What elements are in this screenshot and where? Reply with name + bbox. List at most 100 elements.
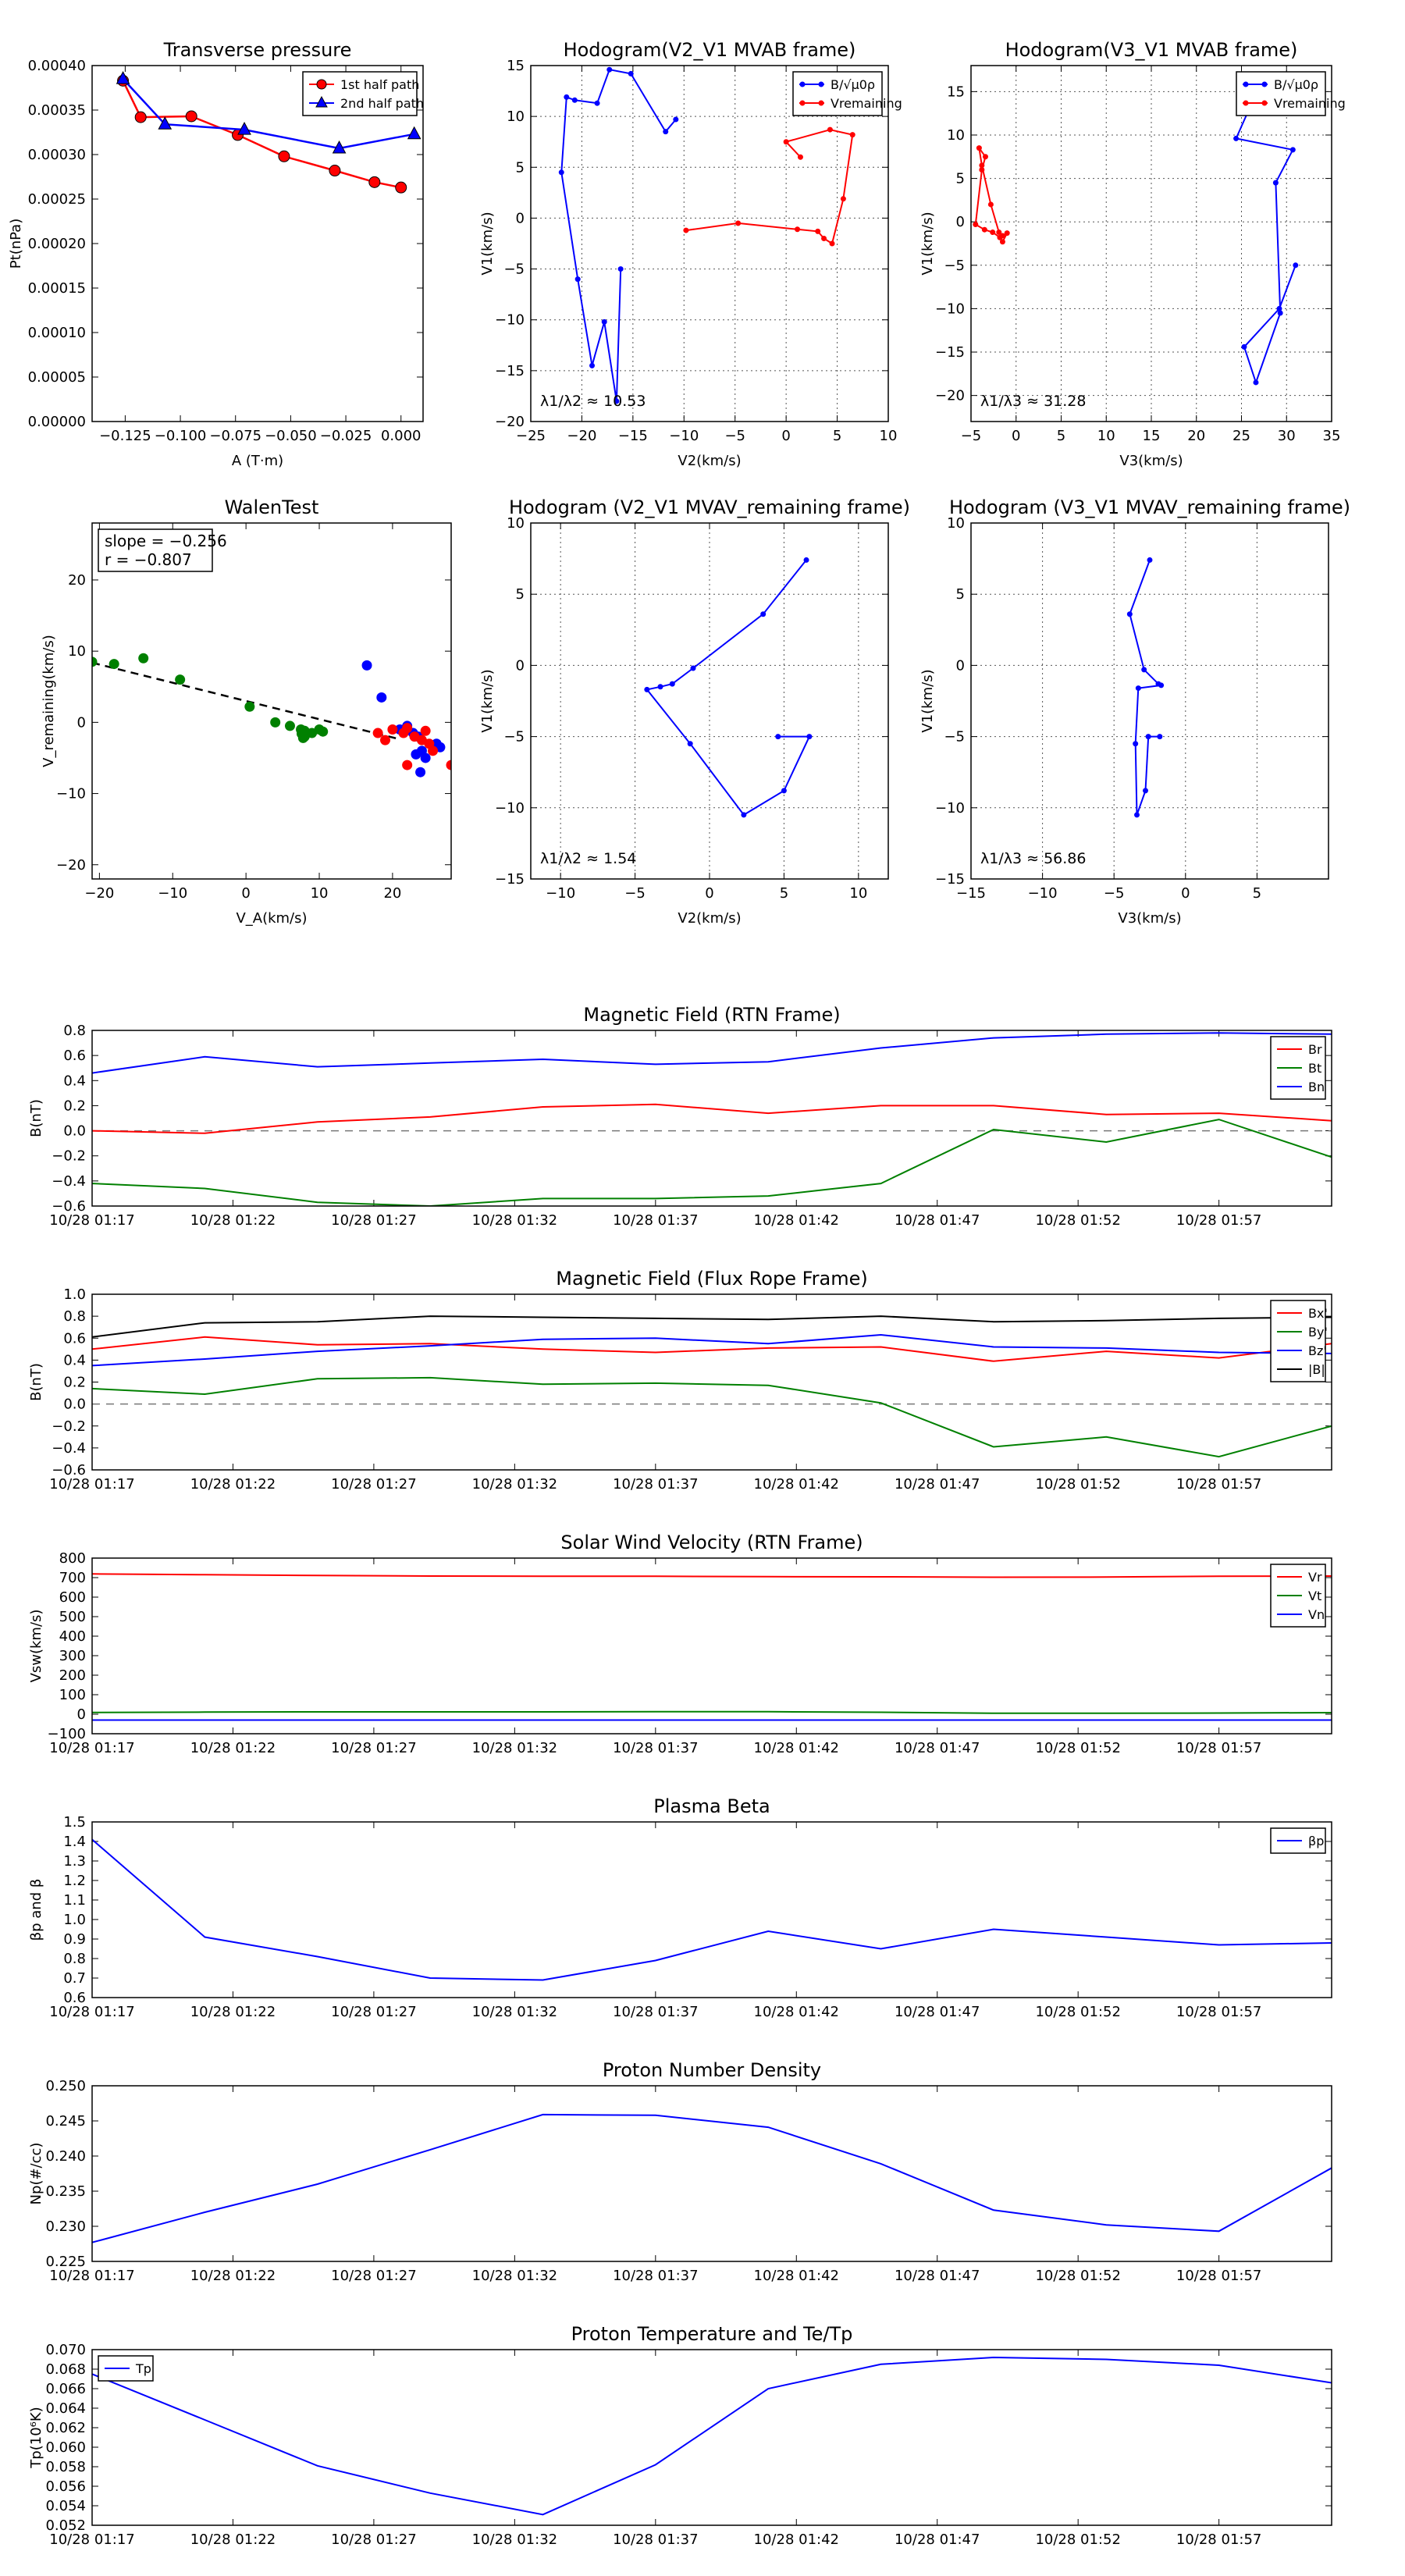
y-tick-label: −10 <box>495 800 525 817</box>
data-point <box>1147 557 1153 563</box>
data-point <box>407 126 422 140</box>
data-point <box>589 362 596 368</box>
data-point <box>840 196 846 202</box>
data-point <box>775 734 781 740</box>
x-tick-label: 10/28 01:42 <box>754 2004 839 2020</box>
y-tick-label: 0.064 <box>45 2400 86 2417</box>
scatter-point <box>318 726 329 737</box>
x-tick-label: 10/28 01:27 <box>331 2004 416 2020</box>
data-point <box>1277 310 1283 316</box>
y-tick-label: 800 <box>59 1550 86 1567</box>
x-tick-label: 10/28 01:27 <box>331 1740 416 1756</box>
x-axis-label: A (T·m) <box>232 453 283 469</box>
y-tick-label: 0.066 <box>45 2381 86 2397</box>
axes-frame <box>91 1293 1332 1471</box>
x-tick-label: 10/28 01:42 <box>754 1740 839 1756</box>
scatter-point <box>284 720 295 731</box>
y-tick-label: 0.4 <box>63 1073 86 1089</box>
data-point <box>673 116 679 123</box>
y-tick-label: 0.00020 <box>28 236 86 252</box>
x-tick-label: 10 <box>1097 428 1115 444</box>
y-tick-label: −15 <box>935 871 965 888</box>
legend-label: Bn <box>1308 1080 1325 1094</box>
y-tick-label: 0.00040 <box>28 58 86 74</box>
x-tick-label: −10 <box>669 428 699 444</box>
y-tick-label: 0.052 <box>45 2517 86 2534</box>
data-point <box>795 226 801 233</box>
data-point <box>815 228 821 234</box>
y-tick-label: 1.4 <box>63 1834 86 1850</box>
data-point <box>628 70 634 76</box>
data-point <box>781 788 787 794</box>
chart-hodo3: Hodogram (V2_V1 MVAV_remaining frame) V2(… <box>479 496 910 927</box>
legend-marker <box>818 81 824 87</box>
scatter-point <box>376 692 387 703</box>
y-tick-label: 1.2 <box>63 1873 86 1889</box>
x-tick-label: 10/28 01:47 <box>895 1740 980 1756</box>
ratio-annotation: λ1/λ3 ≈ 56.86 <box>980 850 1086 867</box>
scatter-point <box>387 724 398 735</box>
y-tick-label: −0.4 <box>52 1173 86 1190</box>
legend-label: Vn <box>1308 1607 1325 1622</box>
y-tick-label: 0 <box>956 657 965 674</box>
data-point <box>829 240 835 247</box>
x-tick-label: 10/28 01:17 <box>49 1740 134 1756</box>
data-point <box>683 227 689 233</box>
series-line-0 <box>92 1573 1332 1578</box>
scatter-point <box>402 760 413 770</box>
y-tick-label: −100 <box>48 1726 86 1742</box>
y-tick-label: 0.062 <box>45 2420 86 2436</box>
y-tick-label: 5 <box>516 586 525 603</box>
y-tick-label: 0.00015 <box>28 280 86 297</box>
scatter-point <box>446 760 451 770</box>
chart-np: Proton Number Density Np(#/cc) 10/28 01:17… <box>28 2059 1332 2284</box>
chart-hodo2: Hodogram(V3_V1 MVAB frame) V3(km/s) V1(km/… <box>919 39 1346 469</box>
ratio-annotation: λ1/λ2 ≈ 1.54 <box>540 850 636 867</box>
series-line-1 <box>92 1376 1332 1458</box>
plot-area <box>92 1573 1332 1721</box>
x-tick-label: 10/28 01:42 <box>754 1212 839 1229</box>
plot-area <box>92 2113 1332 2243</box>
x-tick-label: 5 <box>780 885 788 902</box>
scatter-point <box>420 725 431 736</box>
x-tick-label: −10 <box>546 885 575 902</box>
y-tick-label: 0.225 <box>45 2254 86 2270</box>
plot-area <box>92 653 451 777</box>
x-tick-label: −5 <box>1104 885 1125 902</box>
y-tick-label: −10 <box>495 312 525 329</box>
y-axis-label: Pt(nPa) <box>8 219 24 269</box>
legend-label: Br <box>1308 1042 1322 1057</box>
data-point <box>1126 611 1133 617</box>
y-tick-label: 200 <box>59 1667 86 1684</box>
x-tick-label: 10/28 01:47 <box>895 1476 980 1493</box>
legend-marker <box>818 100 824 106</box>
x-tick-label: 10/28 01:37 <box>613 1740 698 1756</box>
x-tick-label: 10/28 01:17 <box>49 2004 134 2020</box>
plot-area <box>92 2356 1332 2516</box>
y-tick-label: 0.00000 <box>28 414 86 430</box>
data-point <box>760 611 767 617</box>
data-point <box>797 154 803 160</box>
axes-frame <box>91 1821 1332 1998</box>
legend-marker <box>315 95 328 108</box>
y-tick-label: 1.3 <box>63 1853 86 1870</box>
scatter-point <box>372 728 383 738</box>
data-point <box>806 734 813 740</box>
y-tick-label: 600 <box>59 1589 86 1606</box>
series-line-0 <box>92 1838 1332 1981</box>
axes-frame <box>91 2349 1332 2526</box>
x-tick-label: 10/28 01:22 <box>190 2268 276 2284</box>
data-point <box>644 686 650 692</box>
x-tick-label: −15 <box>618 428 648 444</box>
y-tick-label: 0.058 <box>45 2459 86 2475</box>
series-line-0 <box>92 2113 1332 2243</box>
y-axis-label: V1(km/s) <box>919 212 936 275</box>
x-tick-label: 20 <box>383 885 401 902</box>
chart-title: Transverse pressure <box>163 39 352 61</box>
y-tick-label: −15 <box>495 363 525 379</box>
data-point <box>134 111 147 123</box>
data-point <box>332 140 347 154</box>
chart-bmag: Magnetic Field (RTN Frame) B(nT) 10/28 01:… <box>28 1004 1332 1229</box>
x-tick-label: 5 <box>1253 885 1261 902</box>
x-tick-label: 10/28 01:37 <box>613 1212 698 1229</box>
